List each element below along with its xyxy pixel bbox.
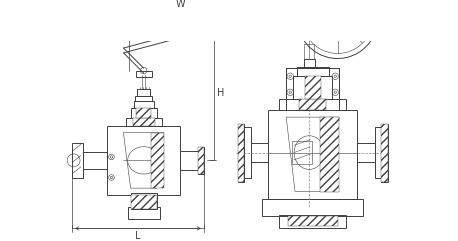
Bar bbox=[131, 108, 157, 118]
Bar bbox=[279, 99, 346, 110]
Text: L: L bbox=[135, 231, 141, 241]
Bar bbox=[381, 124, 387, 181]
Bar bbox=[305, 76, 321, 99]
Text: H: H bbox=[217, 88, 224, 98]
Bar bbox=[279, 215, 346, 228]
Bar bbox=[251, 143, 268, 162]
Bar bbox=[320, 117, 339, 192]
Bar bbox=[305, 44, 314, 59]
Circle shape bbox=[289, 91, 291, 94]
Bar bbox=[180, 151, 197, 170]
Bar bbox=[133, 118, 154, 126]
Bar bbox=[293, 76, 332, 99]
Bar bbox=[304, 59, 315, 67]
Bar bbox=[375, 127, 381, 178]
Bar bbox=[125, 118, 162, 126]
Circle shape bbox=[110, 156, 113, 158]
Bar bbox=[127, 208, 160, 219]
Bar bbox=[297, 67, 329, 76]
Bar bbox=[72, 143, 83, 178]
Circle shape bbox=[334, 91, 337, 94]
Bar bbox=[238, 124, 244, 181]
Bar bbox=[197, 147, 204, 174]
Bar bbox=[137, 89, 150, 95]
Bar bbox=[131, 193, 157, 209]
Bar bbox=[286, 68, 339, 110]
Bar bbox=[238, 124, 244, 181]
Bar bbox=[197, 147, 204, 174]
Bar bbox=[262, 199, 364, 216]
Bar bbox=[244, 127, 251, 178]
Circle shape bbox=[110, 176, 113, 179]
Bar bbox=[151, 133, 164, 188]
Bar bbox=[357, 143, 375, 162]
Circle shape bbox=[334, 75, 337, 77]
Circle shape bbox=[334, 15, 341, 21]
Bar bbox=[292, 141, 312, 164]
Bar bbox=[136, 108, 152, 118]
Text: W: W bbox=[175, 0, 185, 9]
Bar bbox=[268, 110, 357, 199]
Bar bbox=[83, 152, 108, 169]
Bar bbox=[131, 194, 157, 209]
Bar bbox=[135, 95, 153, 101]
Bar bbox=[381, 124, 387, 181]
Bar bbox=[286, 68, 339, 110]
Bar bbox=[108, 126, 180, 194]
Bar bbox=[288, 216, 338, 226]
Bar bbox=[133, 101, 154, 108]
Circle shape bbox=[289, 75, 291, 77]
Bar bbox=[299, 99, 326, 110]
Bar bbox=[136, 71, 152, 77]
